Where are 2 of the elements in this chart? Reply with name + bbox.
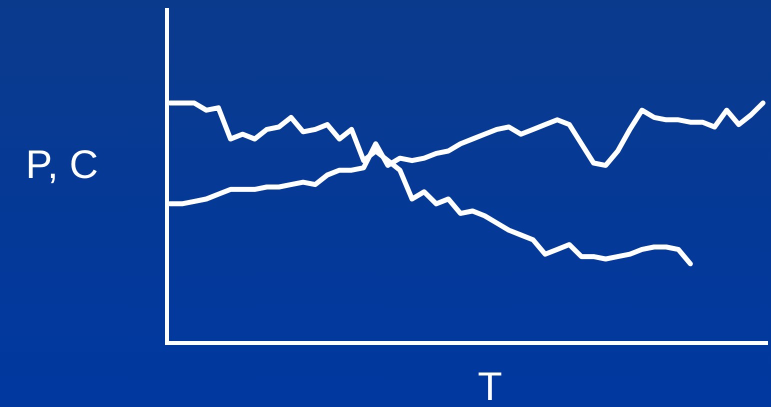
x-axis-title: T [478, 365, 502, 407]
y-axis-title: P, C [26, 143, 98, 187]
